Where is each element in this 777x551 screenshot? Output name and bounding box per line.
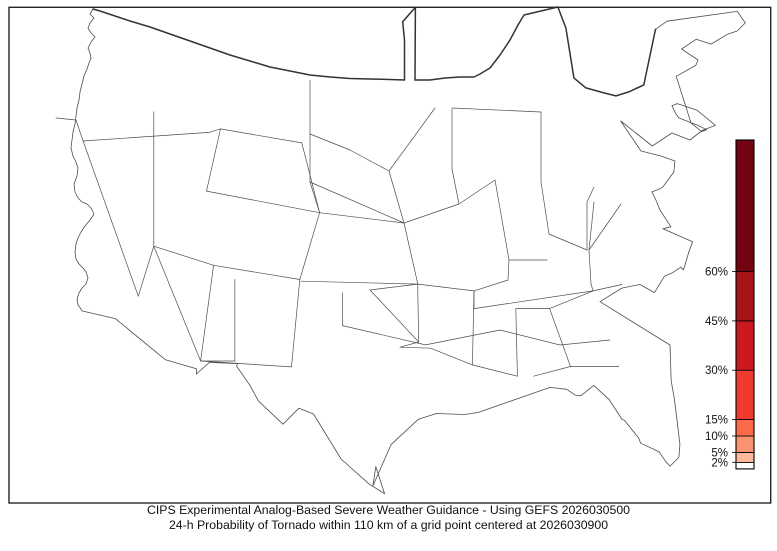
svg-text:10%: 10%: [705, 431, 728, 443]
svg-text:15%: 15%: [705, 415, 728, 427]
svg-text:30%: 30%: [705, 365, 728, 377]
svg-text:45%: 45%: [705, 316, 728, 328]
svg-text:60%: 60%: [705, 267, 728, 279]
svg-text:2%: 2%: [711, 457, 728, 469]
